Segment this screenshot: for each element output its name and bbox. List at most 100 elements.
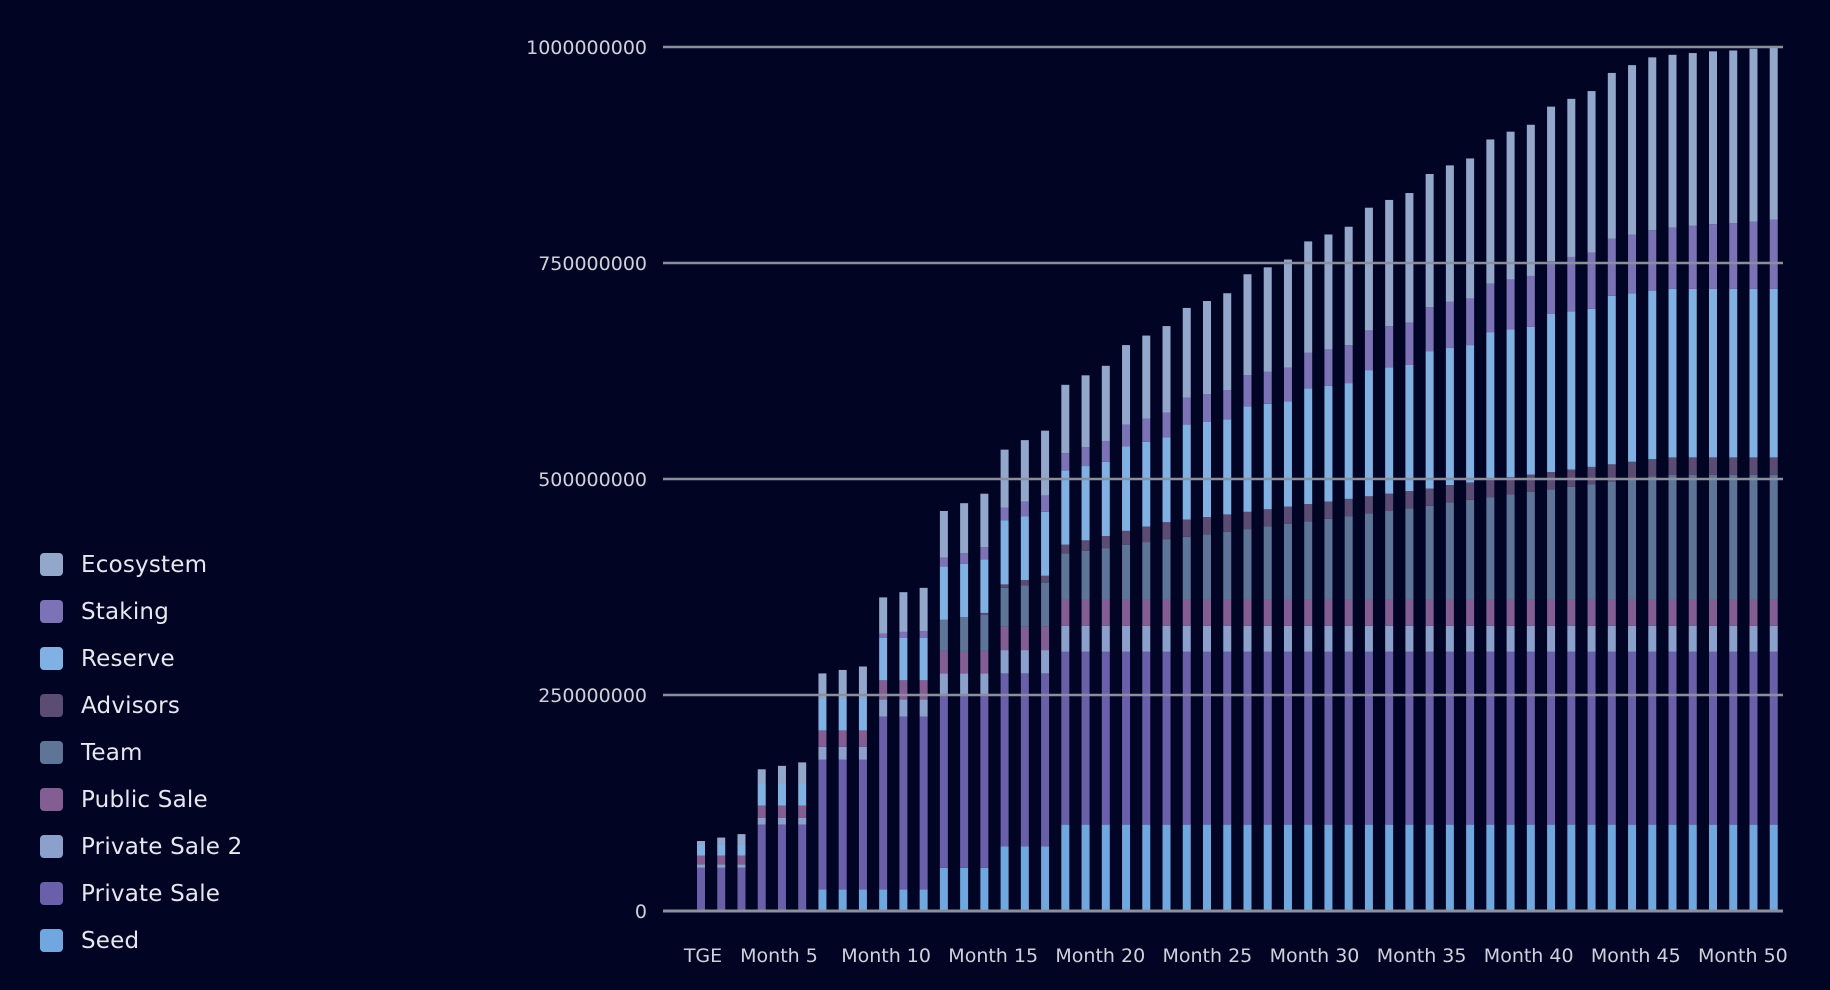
bar-segment-reserve[interactable] <box>1243 406 1252 512</box>
bar-segment-team[interactable] <box>1142 542 1151 600</box>
bar-segment-private-sale-2[interactable] <box>838 746 847 760</box>
bar-segment-reserve[interactable] <box>777 783 786 806</box>
bar-segment-ecosystem[interactable] <box>1628 65 1637 235</box>
bar-segment-staking[interactable] <box>1506 279 1515 330</box>
bar-segment-ecosystem[interactable] <box>1182 307 1191 398</box>
bar-segment-reserve[interactable] <box>939 566 948 620</box>
bar-segment-private-sale[interactable] <box>1122 651 1131 825</box>
bar-segment-private-sale-2[interactable] <box>1567 625 1576 652</box>
bar-segment-advisors[interactable] <box>1547 472 1556 490</box>
bar-segment-ecosystem[interactable] <box>1405 193 1414 323</box>
bar-segment-team[interactable] <box>1486 497 1495 600</box>
bar-segment-public-sale[interactable] <box>1445 599 1454 626</box>
bar-segment-seed[interactable] <box>899 889 908 911</box>
bar-segment-private-sale[interactable] <box>777 824 786 911</box>
bar-segment-private-sale-2[interactable] <box>1709 625 1717 652</box>
bar-segment-ecosystem[interactable] <box>1020 440 1029 502</box>
bar-segment-reserve[interactable] <box>1526 326 1535 475</box>
bar-segment-public-sale[interactable] <box>1425 599 1434 626</box>
bar-segment-public-sale[interactable] <box>960 650 969 674</box>
bar-segment-team[interactable] <box>1425 505 1434 600</box>
bar-segment-reserve[interactable] <box>1607 295 1616 465</box>
bar-segment-private-sale[interactable] <box>858 759 867 890</box>
bar-segment-ecosystem[interactable] <box>1122 345 1131 425</box>
bar-segment-staking[interactable] <box>1283 367 1292 402</box>
bar-segment-ecosystem[interactable] <box>1688 53 1697 226</box>
bar-segment-private-sale[interactable] <box>1425 651 1434 825</box>
bar-segment-staking[interactable] <box>1709 224 1717 289</box>
bar-segment-advisors[interactable] <box>1283 506 1292 524</box>
bar-segment-public-sale[interactable] <box>1668 599 1677 626</box>
bar-segment-ecosystem[interactable] <box>879 597 888 634</box>
bar-segment-staking[interactable] <box>1101 440 1110 462</box>
bar-segment-reserve[interactable] <box>1547 313 1556 473</box>
legend-item-private-sale-2[interactable]: Private Sale 2 <box>40 823 242 870</box>
bar-segment-ecosystem[interactable] <box>1061 384 1070 454</box>
bar-segment-reserve[interactable] <box>919 637 928 681</box>
bar-segment-private-sale-2[interactable] <box>1283 625 1292 652</box>
legend-item-private-sale[interactable]: Private Sale <box>40 870 242 917</box>
bar-segment-ecosystem[interactable] <box>1709 51 1717 225</box>
bar-segment-staking[interactable] <box>1142 418 1151 442</box>
bar-segment-staking[interactable] <box>1425 307 1434 352</box>
bar-segment-seed[interactable] <box>1223 824 1232 911</box>
bar-segment-ecosystem[interactable] <box>737 834 746 845</box>
bar-segment-private-sale[interactable] <box>1142 651 1151 825</box>
bar-segment-seed[interactable] <box>1243 824 1252 911</box>
bar-segment-advisors[interactable] <box>1020 580 1029 586</box>
bar-segment-reserve[interactable] <box>1101 461 1110 537</box>
bar-segment-advisors[interactable] <box>1729 457 1738 475</box>
bar-segment-team[interactable] <box>1445 502 1454 600</box>
bar-segment-public-sale[interactable] <box>1142 599 1151 626</box>
bar-segment-reserve[interactable] <box>1405 364 1414 492</box>
bar-segment-reserve[interactable] <box>1263 403 1272 510</box>
bar-segment-advisors[interactable] <box>1263 509 1272 527</box>
bar-segment-private-sale[interactable] <box>1081 651 1090 825</box>
bar-segment-public-sale[interactable] <box>1688 599 1697 626</box>
bar-segment-seed[interactable] <box>1000 846 1009 911</box>
bar-segment-reserve[interactable] <box>798 783 807 806</box>
bar-segment-staking[interactable] <box>1364 330 1373 371</box>
bar-segment-seed[interactable] <box>1283 824 1292 911</box>
bar-segment-reserve[interactable] <box>737 844 746 856</box>
bar-segment-staking[interactable] <box>1486 283 1495 333</box>
bar-segment-staking[interactable] <box>1749 221 1758 289</box>
bar-segment-private-sale[interactable] <box>1385 651 1394 825</box>
bar-segment-private-sale[interactable] <box>980 695 989 868</box>
bar-segment-team[interactable] <box>939 619 948 651</box>
bar-segment-advisors[interactable] <box>1506 477 1515 495</box>
bar-segment-seed[interactable] <box>818 889 827 911</box>
bar-segment-private-sale[interactable] <box>1668 651 1677 825</box>
bar-segment-advisors[interactable] <box>1182 519 1191 537</box>
legend-item-seed[interactable]: Seed <box>40 917 242 964</box>
bar-segment-ecosystem[interactable] <box>1263 267 1272 372</box>
bar-segment-public-sale[interactable] <box>1769 599 1778 626</box>
bar-segment-public-sale[interactable] <box>1344 599 1353 626</box>
bar-segment-staking[interactable] <box>1000 507 1009 521</box>
bar-segment-public-sale[interactable] <box>1526 599 1535 626</box>
bar-segment-team[interactable] <box>1041 582 1050 627</box>
bar-segment-public-sale[interactable] <box>717 855 726 865</box>
bar-segment-ecosystem[interactable] <box>1142 335 1151 419</box>
bar-segment-advisors[interactable] <box>1445 485 1454 503</box>
bar-segment-reserve[interactable] <box>1385 367 1394 494</box>
bar-segment-private-sale-2[interactable] <box>1405 625 1414 652</box>
bar-segment-private-sale-2[interactable] <box>1182 625 1191 652</box>
bar-segment-reserve[interactable] <box>1688 288 1697 458</box>
bar-segment-team[interactable] <box>1506 494 1515 600</box>
bar-segment-seed[interactable] <box>1506 824 1515 911</box>
bar-segment-seed[interactable] <box>1425 824 1434 911</box>
bar-segment-staking[interactable] <box>1668 227 1677 289</box>
bar-segment-seed[interactable] <box>1344 824 1353 911</box>
bar-segment-ecosystem[interactable] <box>858 666 867 699</box>
bar-segment-staking[interactable] <box>879 633 888 638</box>
bar-segment-reserve[interactable] <box>1203 421 1211 518</box>
bar-segment-seed[interactable] <box>1769 824 1778 911</box>
bar-segment-public-sale[interactable] <box>1547 599 1556 626</box>
bar-segment-seed[interactable] <box>1385 824 1394 911</box>
bar-segment-team[interactable] <box>1607 481 1616 600</box>
bar-segment-private-sale[interactable] <box>1506 651 1515 825</box>
bar-segment-seed[interactable] <box>1162 824 1171 911</box>
bar-segment-private-sale[interactable] <box>1364 651 1373 825</box>
bar-segment-ecosystem[interactable] <box>1162 326 1171 413</box>
